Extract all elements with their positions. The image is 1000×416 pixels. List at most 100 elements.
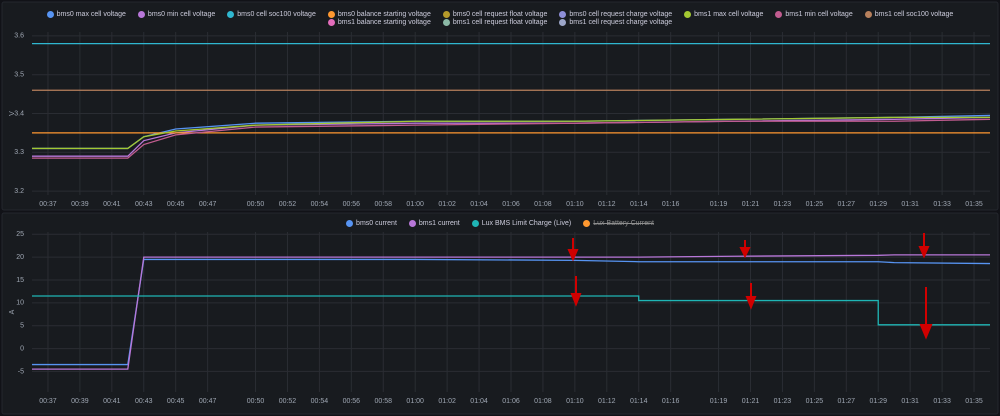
legend-item[interactable]: bms0 balance starting voltage <box>327 11 431 18</box>
legend-item[interactable]: bms0 current <box>346 220 397 227</box>
x-tick-label: 01:06 <box>502 201 520 208</box>
legend-swatch <box>227 11 235 18</box>
legend-item[interactable]: bms1 cell request float voltage <box>442 19 547 26</box>
x-tick-label: 00:45 <box>167 398 185 405</box>
legend-label: bms0 cell request float voltage <box>452 11 548 18</box>
legend-swatch <box>327 11 335 18</box>
x-tick-label: 01:14 <box>630 201 648 208</box>
x-tick-label: 00:41 <box>103 201 121 208</box>
legend-swatch <box>408 220 416 227</box>
series-line <box>32 295 990 326</box>
legend-label: bms0 cell soc100 voltage <box>237 11 316 18</box>
legend-label: bms0 cell request charge voltage <box>569 11 673 18</box>
x-tick-label: 01:08 <box>534 201 552 208</box>
legend-swatch <box>46 11 54 18</box>
series-line <box>32 116 991 157</box>
legend-label: bms0 current <box>356 220 397 227</box>
legend-swatch <box>559 11 567 18</box>
x-tick-label: 01:19 <box>710 398 728 405</box>
x-tick-label: 01:02 <box>438 398 456 405</box>
legend-label: bms1 cell request charge voltage <box>569 19 673 26</box>
legend-item[interactable]: bms1 cell request charge voltage <box>559 19 672 26</box>
x-tick-label: 00:56 <box>343 201 361 208</box>
legend-item[interactable]: bms0 min cell voltage <box>137 11 215 18</box>
y-tick-label: 3.5 <box>14 72 24 79</box>
x-tick-label: 01:21 <box>742 201 760 208</box>
y-tick-label: 3.6 <box>14 33 24 40</box>
legend-label: bms1 cell soc100 voltage <box>874 11 954 18</box>
legend-swatch <box>442 11 450 18</box>
x-tick-label: 01:29 <box>869 398 887 405</box>
y-tick-label: 10 <box>16 300 24 307</box>
x-tick-label: 00:58 <box>375 201 393 208</box>
x-tick-label: 01:04 <box>470 201 488 208</box>
x-tick-label: 00:39 <box>71 201 89 208</box>
x-tick-label: 01:23 <box>774 398 792 405</box>
legend-item[interactable]: bms1 max cell voltage <box>684 11 763 18</box>
legend-swatch <box>559 19 567 26</box>
legend-item[interactable]: bms1 current <box>408 220 460 227</box>
y-tick-label: 25 <box>16 231 24 238</box>
y-tick-label: 15 <box>16 277 24 284</box>
x-tick-label: 00:37 <box>39 398 57 405</box>
x-tick-label: 01:12 <box>598 201 616 208</box>
panel <box>1 1 999 211</box>
legend-item[interactable]: bms0 cell request float voltage <box>442 11 548 18</box>
x-tick-label: 00:52 <box>279 398 297 405</box>
x-tick-label: 00:43 <box>135 201 153 208</box>
y-tick-label: 20 <box>16 254 24 261</box>
legend-item[interactable]: bms1 cell soc100 voltage <box>864 11 954 18</box>
legend-swatch <box>775 11 783 18</box>
legend-label: bms1 max cell voltage <box>694 11 764 18</box>
x-tick-label: 00:58 <box>375 398 393 405</box>
y-tick-label: 5 <box>20 323 24 330</box>
x-tick-label: 01:02 <box>438 201 456 208</box>
legend-item[interactable]: Lux Battery Current <box>583 220 654 227</box>
x-tick-label: 01:00 <box>406 398 424 405</box>
x-tick-label: 01:06 <box>502 398 520 405</box>
x-tick-label: 01:27 <box>838 201 856 208</box>
x-tick-label: 00:54 <box>311 398 329 405</box>
x-tick-label: 00:52 <box>279 201 297 208</box>
legend-swatch <box>864 11 872 18</box>
y-tick-label: 3.3 <box>14 149 24 156</box>
x-tick-label: 01:19 <box>710 201 728 208</box>
legend-item[interactable]: bms1 balance starting voltage <box>327 19 431 26</box>
x-tick-label: 01:16 <box>662 201 680 208</box>
x-tick-label: 01:25 <box>806 201 824 208</box>
legend-swatch <box>346 220 354 227</box>
legend-swatch <box>137 11 145 18</box>
x-tick-label: 01:23 <box>774 201 792 208</box>
legend-label: bms0 balance starting voltage <box>337 11 431 18</box>
legend-item[interactable]: bms0 cell soc100 voltage <box>227 11 316 18</box>
legend-item[interactable]: bms0 max cell voltage <box>46 11 126 18</box>
x-tick-label: 01:33 <box>933 201 951 208</box>
x-tick-label: 00:39 <box>71 398 89 405</box>
x-tick-label: 01:21 <box>742 398 760 405</box>
x-tick-label: 01:29 <box>869 201 887 208</box>
x-tick-label: 01:35 <box>965 201 983 208</box>
x-tick-label: 00:37 <box>39 201 57 208</box>
y-tick-label: -5 <box>18 368 24 375</box>
legend-label: bms1 balance starting voltage <box>337 19 431 26</box>
legend: bms0 max cell voltage bms0 min cell volta… <box>30 11 970 26</box>
x-tick-label: 01:10 <box>566 201 584 208</box>
series-line <box>32 116 990 150</box>
x-tick-label: 00:47 <box>199 201 217 208</box>
legend-label: Lux BMS Limit Charge (Live) <box>481 220 572 227</box>
x-tick-label: 01:16 <box>662 398 680 405</box>
x-tick-label: 01:35 <box>965 398 983 405</box>
panel <box>1 212 999 415</box>
x-tick-label: 01:12 <box>598 398 616 405</box>
legend-item[interactable]: bms0 cell request charge voltage <box>559 11 672 18</box>
x-tick-label: 01:00 <box>406 201 424 208</box>
x-tick-label: 01:31 <box>901 201 919 208</box>
legend-swatch <box>471 220 479 227</box>
x-tick-label: 00:50 <box>247 398 265 405</box>
x-tick-label: 01:04 <box>470 398 488 405</box>
legend-item[interactable]: Lux BMS Limit Charge (Live) <box>471 220 572 227</box>
x-tick-label: 01:31 <box>901 398 919 405</box>
legend-item[interactable]: bms1 min cell voltage <box>775 11 853 18</box>
